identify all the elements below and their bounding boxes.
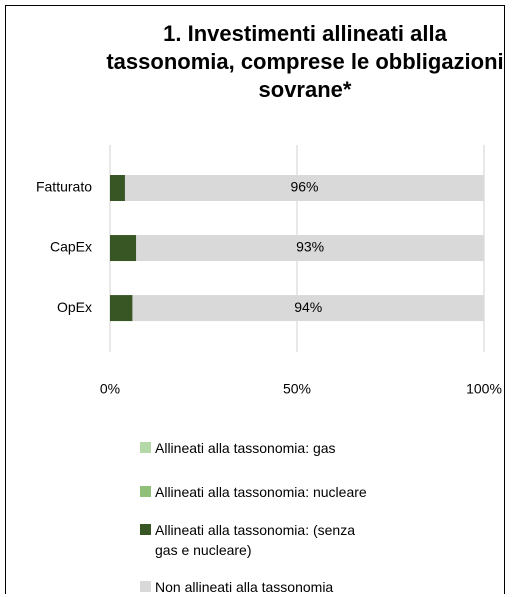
legend-label: Allineati alla tassonomia: (senza gas e …	[155, 522, 355, 558]
data-label: 94%	[294, 299, 322, 315]
legend-swatch	[140, 581, 151, 592]
data-label: 96%	[290, 179, 318, 195]
legend-item: Allineati alla tassonomia: nucleare	[140, 482, 410, 502]
chart-title: 1. Investimenti allineati alla tassonomi…	[106, 21, 504, 102]
y-tick-label: CapEx	[50, 239, 92, 255]
legend-label: Allineati alla tassonomia: gas	[155, 440, 336, 456]
legend-item: Non allineati alla tassonomia	[140, 577, 410, 597]
legend-label: Non allineati alla tassonomia	[155, 579, 334, 595]
legend-item: Allineati alla tassonomia: gas	[140, 438, 410, 458]
legend-item: Allineati alla tassonomia: (senza gas e …	[140, 520, 410, 560]
legend-swatch	[140, 442, 151, 453]
bar-segment	[110, 175, 125, 202]
x-tick-label: 0%	[100, 381, 120, 397]
legend-swatch	[140, 524, 151, 535]
y-tick-label: Fatturato	[36, 179, 92, 195]
frame	[5, 5, 505, 594]
bar-segment	[132, 295, 484, 322]
bar-segment	[110, 295, 133, 322]
legend-swatch	[140, 486, 151, 497]
bar-segment	[136, 235, 484, 262]
bar-segment	[124, 175, 485, 202]
legend-label: Allineati alla tassonomia: nucleare	[155, 484, 367, 500]
data-label: 93%	[296, 239, 324, 255]
x-tick-label: 50%	[283, 381, 311, 397]
y-tick-label: OpEx	[57, 299, 92, 315]
bar-segment	[110, 235, 137, 262]
x-tick-label: 100%	[466, 381, 502, 397]
